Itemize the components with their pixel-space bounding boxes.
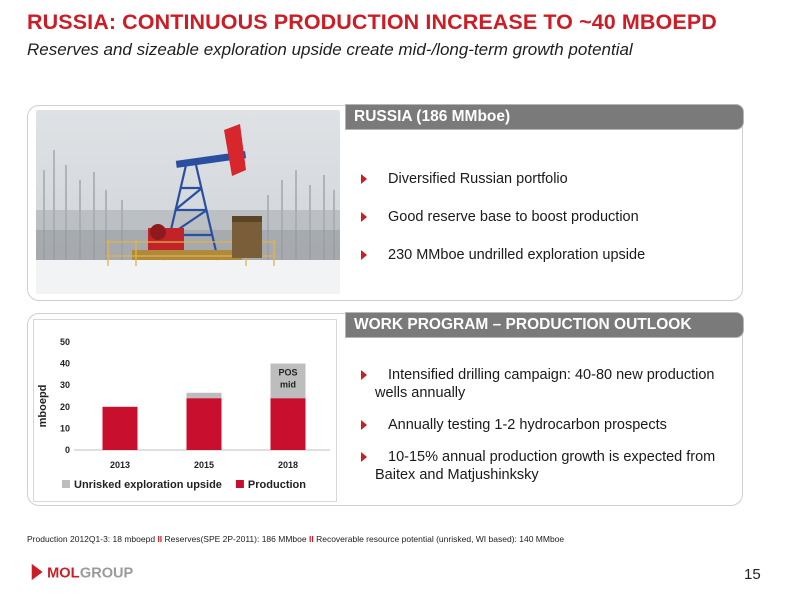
list-item: Intensified drilling campaign: 40-80 new…	[358, 366, 738, 402]
bar-unrisked-exploration-upside-2018	[270, 363, 306, 399]
bullet-text: Intensified drilling campaign: 40-80 new…	[375, 367, 715, 401]
bullet-text: Good reserve base to boost production	[388, 209, 639, 225]
bullet-arrow-icon	[361, 174, 367, 184]
bar-annotation-mid: mid	[280, 380, 296, 390]
legend-swatch	[62, 480, 70, 488]
y-tick-label: 40	[60, 359, 70, 369]
bar-unrisked-exploration-upside-2015	[186, 392, 222, 399]
footnote-separator: II	[308, 534, 314, 544]
y-tick-label: 50	[60, 337, 70, 347]
oil-pump-jack-image	[36, 110, 340, 294]
russia-panel-heading: RUSSIA (186 MMboe)	[354, 108, 511, 125]
y-tick-label: 0	[65, 445, 70, 455]
russia-panel-header: RUSSIA (186 MMboe)	[345, 104, 744, 130]
legend-label: Unrisked exploration upside	[74, 479, 222, 491]
mol-group-logo: MOL GROUP	[31, 563, 134, 581]
bullet-arrow-icon	[361, 212, 367, 222]
footnote-reserves: Reserves(SPE 2P-2011): 186 MMboe	[164, 534, 307, 544]
bullet-text: 10-15% annual production growth is expec…	[375, 449, 716, 483]
footnote: Production 2012Q1-3: 18 mboepd II Reserv…	[27, 534, 564, 544]
russia-panel: RUSSIA (186 MMboe)	[27, 104, 744, 301]
bullet-arrow-icon	[361, 452, 367, 462]
work-program-panel-heading: WORK PROGRAM – PRODUCTION OUTLOOK	[354, 316, 692, 333]
bar-production-2018	[270, 398, 306, 450]
production-chart-svg: 0 10 20 30 40 50 mboepd 2013 2015 2018 POS mid Unris…	[37, 337, 330, 491]
russia-bullet-list: Diversified Russian portfolio Good reser…	[358, 170, 738, 284]
y-axis-label: mboepd	[37, 385, 49, 428]
bar-production-2015	[186, 398, 222, 450]
bullet-text: 230 MMboe undrilled exploration upside	[388, 247, 646, 263]
x-tick-label: 2018	[278, 460, 298, 470]
bar-annotation-pos: POS	[278, 368, 297, 378]
production-chart: 0 10 20 30 40 50 mboepd 2013 2015 2018 POS mid Unris…	[33, 319, 337, 502]
bullet-arrow-icon	[361, 370, 367, 380]
list-item: 230 MMboe undrilled exploration upside	[358, 246, 738, 264]
oil-pump-jack-photo	[36, 110, 340, 294]
legend-label: Production	[248, 479, 306, 491]
bar-production-2013	[102, 406, 138, 450]
work-program-panel-header: WORK PROGRAM – PRODUCTION OUTLOOK	[345, 312, 744, 338]
logo-text: MOL	[47, 565, 79, 581]
footnote-resource-potential: Recoverable resource potential (unrisked…	[316, 534, 565, 544]
y-tick-label: 10	[60, 423, 70, 433]
y-tick-label: 30	[60, 380, 70, 390]
legend-swatch	[235, 480, 244, 488]
work-program-panel: WORK PROGRAM – PRODUCTION OUTLOOK 0 10 20 3…	[27, 312, 744, 506]
slide-subtitle: Reserves and sizeable exploration upside…	[27, 40, 633, 59]
footnote-production: Production 2012Q1-3: 18 mboepd	[27, 534, 156, 544]
slide-title: RUSSIA: CONTINUOUS PRODUCTION INCREASE T…	[27, 10, 717, 34]
page-number: 15	[744, 566, 761, 583]
list-item: Diversified Russian portfolio	[358, 170, 738, 188]
list-item: Good reserve base to boost production	[358, 208, 738, 226]
x-tick-label: 2015	[194, 460, 214, 470]
bullet-text: Diversified Russian portfolio	[388, 171, 568, 187]
bullet-arrow-icon	[361, 420, 367, 430]
x-tick-label: 2013	[110, 460, 130, 470]
y-tick-label: 20	[60, 402, 70, 412]
list-item: Annually testing 1-2 hydrocarbon prospec…	[358, 416, 738, 434]
list-item: 10-15% annual production growth is expec…	[358, 448, 738, 484]
bullet-text: Annually testing 1-2 hydrocarbon prospec…	[388, 417, 667, 433]
footnote-separator: II	[157, 534, 163, 544]
bullet-arrow-icon	[361, 250, 367, 260]
logo-text-group: GROUP	[80, 565, 134, 581]
work-program-bullet-list: Intensified drilling campaign: 40-80 new…	[358, 366, 738, 498]
